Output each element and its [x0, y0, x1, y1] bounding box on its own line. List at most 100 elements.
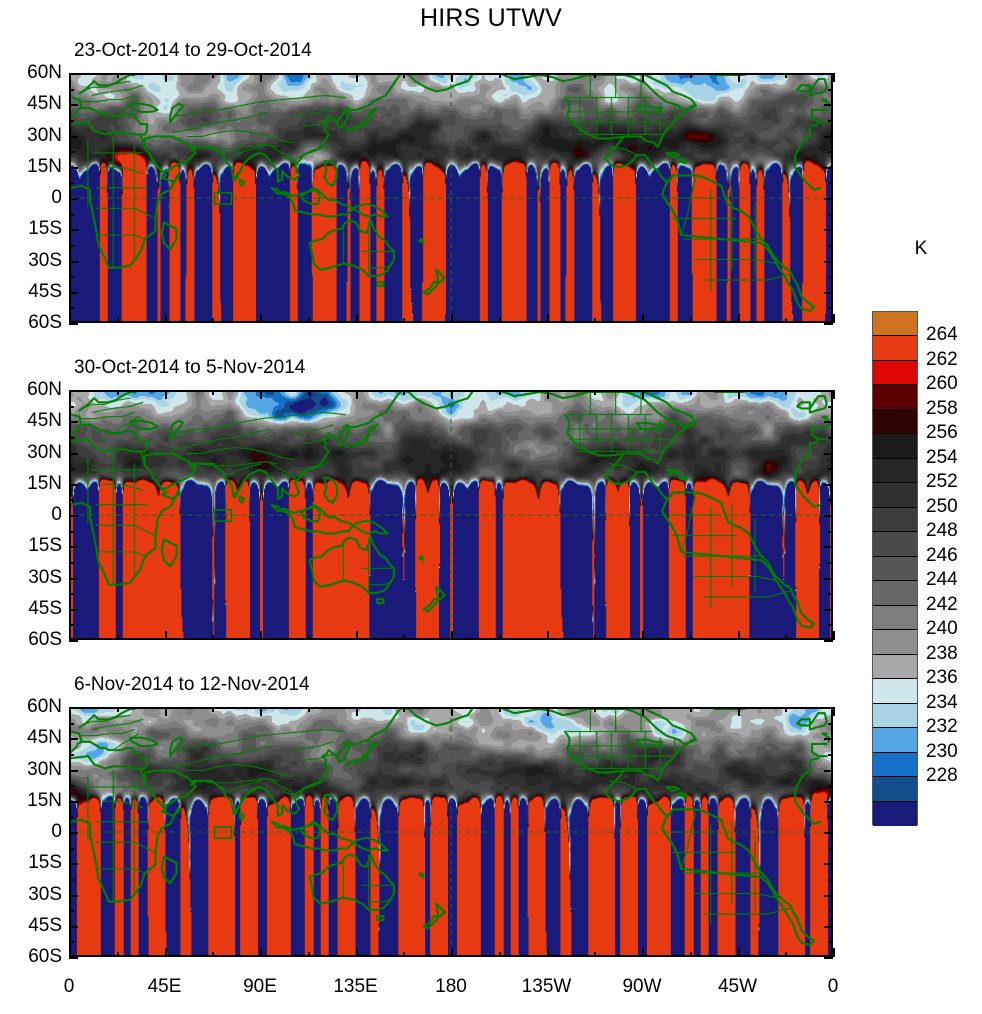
x-tick-mark-top: [546, 390, 549, 399]
colorbar-band: [873, 507, 917, 533]
x-tick-mark: [737, 314, 740, 323]
x-minor-tick-top: [307, 707, 310, 712]
x-tick-mark: [642, 948, 644, 957]
y-tick-label: 0: [51, 187, 62, 208]
y-minor-tick-right: [828, 151, 833, 154]
x-minor-tick-top: [116, 390, 119, 395]
x-tick-mark-top: [355, 73, 358, 82]
y-tick-label: 60N: [27, 696, 62, 717]
y-minor-tick: [69, 276, 74, 279]
x-tick-label: 135E: [333, 976, 378, 997]
y-minor-tick-right: [828, 530, 833, 533]
colorbar-tick-label: 230: [926, 740, 958, 762]
x-minor-tick: [307, 318, 310, 323]
y-tick-mark-right: [824, 452, 833, 455]
y-tick-label: 30S: [28, 249, 62, 271]
y-tick-mark-right: [824, 166, 833, 169]
y-minor-tick: [69, 468, 74, 471]
y-tick-label: 15S: [28, 852, 62, 874]
y-minor-tick: [69, 624, 74, 627]
x-tick-mark: [451, 948, 453, 957]
x-minor-tick: [212, 318, 215, 323]
y-tick-mark-right: [824, 738, 833, 741]
x-minor-tick-top: [307, 390, 310, 395]
y-tick-mark: [69, 640, 78, 642]
colorbar-band: [873, 630, 917, 655]
y-tick-mark: [69, 323, 78, 325]
y-tick-mark: [69, 738, 78, 741]
panel-title: 23-Oct-2014 to 29-Oct-2014: [74, 40, 312, 61]
y-tick-mark: [69, 925, 78, 928]
y-tick-mark-right: [824, 390, 833, 392]
colorbar-tick-label: 242: [926, 593, 958, 615]
x-tick-mark-top: [355, 390, 358, 399]
colorbar-band: [873, 654, 917, 680]
x-minor-tick-top: [498, 73, 501, 78]
x-tick-mark: [69, 314, 71, 323]
y-tick-mark: [69, 707, 78, 709]
y-tick-label: 45S: [28, 597, 62, 619]
y-tick-mark: [69, 291, 78, 294]
colorbar-band: [873, 581, 917, 606]
x-minor-tick: [689, 952, 692, 957]
x-minor-tick: [403, 318, 406, 323]
x-minor-tick-top: [689, 73, 692, 78]
y-tick-label: 15N: [27, 472, 62, 494]
x-minor-tick: [594, 952, 597, 957]
x-tick-mark: [451, 314, 453, 323]
y-tick-mark-right: [824, 421, 833, 424]
x-tick-mark: [546, 631, 549, 640]
colorbar-band: [873, 360, 917, 386]
x-minor-tick: [116, 952, 119, 957]
x-tick-mark-top: [69, 707, 71, 716]
colorbar-band: [873, 434, 917, 459]
x-tick-mark-top: [451, 390, 453, 399]
x-minor-tick: [212, 635, 215, 640]
x-tick-mark-top: [642, 390, 644, 399]
figure-title: HIRS UTWV: [419, 4, 563, 32]
x-tick-mark: [833, 948, 835, 957]
map-plot-area: [69, 707, 833, 957]
y-tick-label: 45N: [27, 410, 62, 432]
x-minor-tick: [498, 952, 501, 957]
x-minor-tick: [498, 318, 501, 323]
x-tick-mark: [546, 314, 549, 323]
y-tick-mark: [69, 135, 78, 138]
y-tick-label: 60N: [27, 379, 62, 400]
y-tick-mark-right: [824, 135, 833, 138]
x-minor-tick-top: [403, 707, 406, 712]
y-tick-mark-right: [824, 73, 833, 75]
colorbar-unit-label: K: [914, 238, 928, 259]
x-tick-mark: [260, 948, 262, 957]
colorbar-band: [873, 801, 917, 826]
y-tick-label: 15N: [27, 155, 62, 177]
y-minor-tick: [69, 593, 74, 596]
y-tick-mark: [69, 577, 78, 580]
y-tick-mark: [69, 546, 78, 549]
y-tick-label: 45S: [28, 914, 62, 936]
x-tick-mark-top: [546, 707, 549, 716]
x-tick-mark-top: [69, 73, 71, 82]
x-minor-tick: [785, 318, 788, 323]
x-tick-mark: [355, 314, 358, 323]
y-minor-tick-right: [828, 816, 833, 819]
y-tick-mark: [69, 800, 78, 803]
colorbar-tick-label: 232: [926, 716, 958, 738]
y-minor-tick: [69, 847, 74, 850]
y-minor-tick-right: [828, 88, 833, 91]
y-tick-mark-right: [824, 832, 833, 834]
x-minor-tick-top: [307, 73, 310, 78]
y-tick-mark-right: [824, 198, 833, 200]
y-minor-tick: [69, 910, 74, 913]
y-tick-mark: [69, 608, 78, 611]
y-tick-label: 0: [51, 504, 62, 525]
y-minor-tick: [69, 941, 74, 944]
x-tick-mark: [69, 948, 71, 957]
y-tick-mark-right: [824, 323, 833, 325]
x-tick-mark: [833, 314, 835, 323]
colorbar-tick-label: 238: [926, 642, 958, 664]
x-minor-tick: [785, 635, 788, 640]
x-minor-tick: [403, 952, 406, 957]
x-minor-tick: [594, 635, 597, 640]
x-tick-mark: [164, 314, 167, 323]
